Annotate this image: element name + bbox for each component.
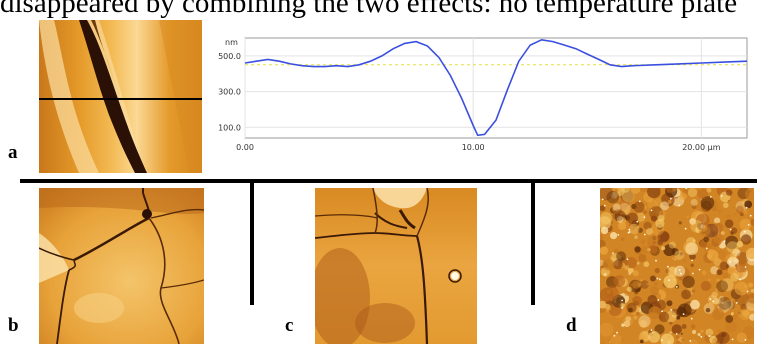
y-tick-label: 300.0 — [218, 88, 241, 97]
vertical-divider-2 — [531, 179, 535, 305]
afm-image-c — [315, 188, 477, 344]
height-profile-chart: 500.0 300.0 100.0 0.00 10.00 20.00 µm nm — [218, 37, 748, 152]
caption-text-fragment: disappeared by combining the two effects… — [0, 0, 738, 19]
panel-label-c: c — [285, 315, 294, 336]
panel-label-b: b — [8, 315, 19, 336]
x-tick-label: 10.00 — [462, 143, 485, 152]
afm-image-b — [39, 188, 204, 344]
vertical-divider-1 — [250, 179, 254, 305]
profile-series-line — [244, 38, 748, 137]
chart-grid — [244, 37, 748, 139]
y-tick-label: 500.0 — [218, 52, 241, 61]
y-unit-label: nm — [225, 38, 238, 47]
afm-image-d — [600, 188, 754, 344]
afm-image-a — [39, 20, 202, 173]
plot-frame — [244, 37, 748, 139]
x-tick-label: 0.00 — [236, 143, 254, 152]
y-tick-label: 100.0 — [218, 123, 241, 132]
x-tick-label: 20.00 µm — [682, 143, 721, 152]
horizontal-divider — [20, 179, 757, 183]
panel-label-a: a — [8, 142, 18, 163]
panel-label-d: d — [566, 315, 577, 336]
